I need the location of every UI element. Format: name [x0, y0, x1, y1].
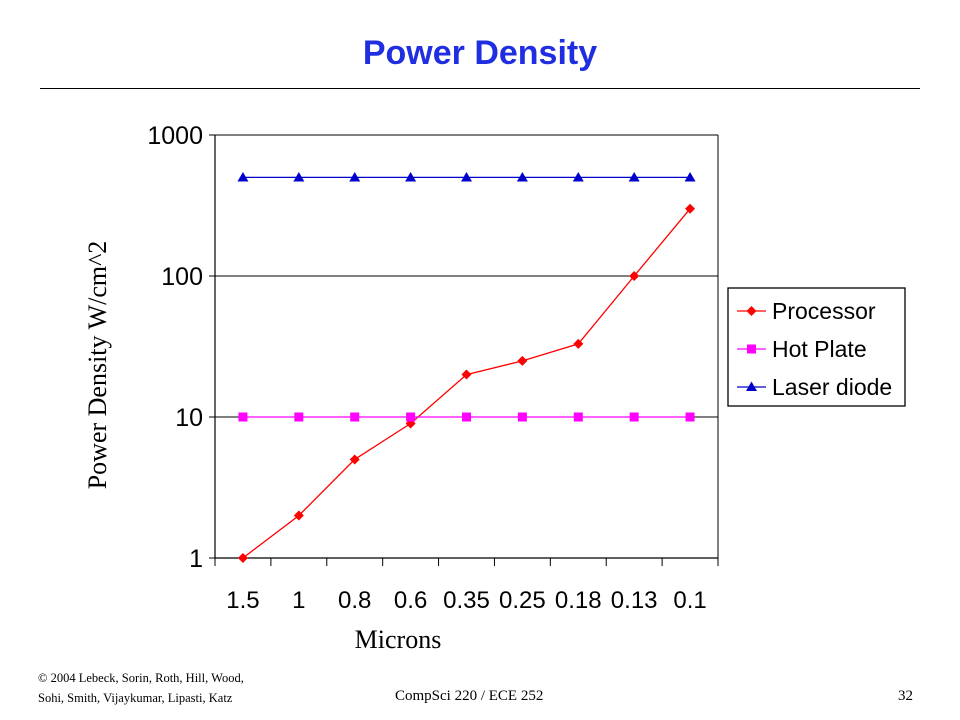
data-series: [237, 171, 696, 563]
axes: [209, 134, 719, 566]
hot-plate-point: [685, 412, 695, 422]
hot-plate-point: [573, 412, 583, 422]
y-tick-label: 10: [175, 404, 203, 432]
processor-point: [293, 510, 304, 521]
x-tick-label: 0.6: [394, 587, 427, 614]
laser-diode-point: [349, 171, 361, 182]
legend-label-hot-plate: Hot Plate: [772, 336, 867, 362]
processor-point: [629, 271, 640, 281]
x-axis-title: Microns: [355, 625, 442, 654]
x-tick-label: 0.35: [443, 587, 490, 614]
y-tick-label: 100: [161, 263, 203, 291]
page-number: 32: [898, 688, 913, 704]
legend-marker-hot-plate: [747, 344, 756, 354]
processor-line: [242, 208, 691, 559]
footer-course: CompSci 220 / ECE 252: [395, 688, 544, 704]
legend: Processor Hot Plate Laser diode: [727, 287, 906, 407]
processor-point: [685, 203, 696, 214]
hot-plate-point: [462, 412, 471, 422]
title-divider: [40, 88, 920, 89]
legend-marker-laser-diode: [746, 381, 757, 391]
legend-label-laser-diode: Laser diode: [772, 374, 892, 400]
laser-diode-point: [461, 171, 472, 182]
y-axis-title: Power Density W/cm^2: [83, 241, 112, 490]
hot-plate-point: [629, 412, 639, 422]
x-tick-label: 0.25: [499, 587, 546, 614]
copyright-line-2: Sohi, Smith, Vijaykumar, Lipasti, Katz: [38, 691, 233, 705]
hot-plate-point: [350, 412, 360, 422]
copyright-line-1: © 2004 Lebeck, Sorin, Roth, Hill, Wood,: [38, 671, 244, 685]
footer-copyright: © 2004 Lebeck, Sorin, Roth, Hill, Wood, …: [38, 668, 338, 708]
hot-plate-point: [406, 412, 416, 422]
laser-diode-point: [572, 171, 584, 182]
x-tick-label: 0.1: [673, 587, 706, 614]
x-tick-label: 0.13: [611, 587, 658, 614]
laser-diode-point: [516, 171, 528, 182]
y-tick-label: 1000: [147, 122, 203, 150]
laser-diode-point: [237, 171, 249, 182]
laser-diode-point: [405, 171, 417, 182]
slide-title: Power Density: [362, 34, 598, 72]
hot-plate-point: [294, 412, 304, 422]
hot-plate-point: [517, 412, 527, 422]
processor-point: [461, 369, 472, 380]
legend-box: [727, 287, 906, 407]
laser-diode-point: [684, 171, 696, 182]
x-tick-label: 1.5: [226, 587, 259, 614]
processor-point: [573, 338, 584, 349]
processor-point: [349, 454, 360, 465]
processor-point: [517, 355, 528, 366]
x-tick-label: 0.8: [338, 587, 371, 614]
axis-labels: 1 10 100 1000 1.5 1 0.8 0.6 0.35 0.25 0.18 0.13 0.1 M…: [83, 122, 707, 654]
hot-plate-point: [238, 412, 248, 422]
processor-point: [237, 553, 248, 563]
legend-label-processor: Processor: [772, 298, 876, 324]
y-tick-label: 1: [189, 545, 203, 573]
x-tick-label: 0.18: [555, 587, 602, 614]
laser-diode-point: [628, 171, 640, 182]
legend-marker-processor: [746, 306, 757, 316]
x-tick-label: 1: [292, 587, 305, 614]
laser-diode-point: [293, 171, 305, 182]
